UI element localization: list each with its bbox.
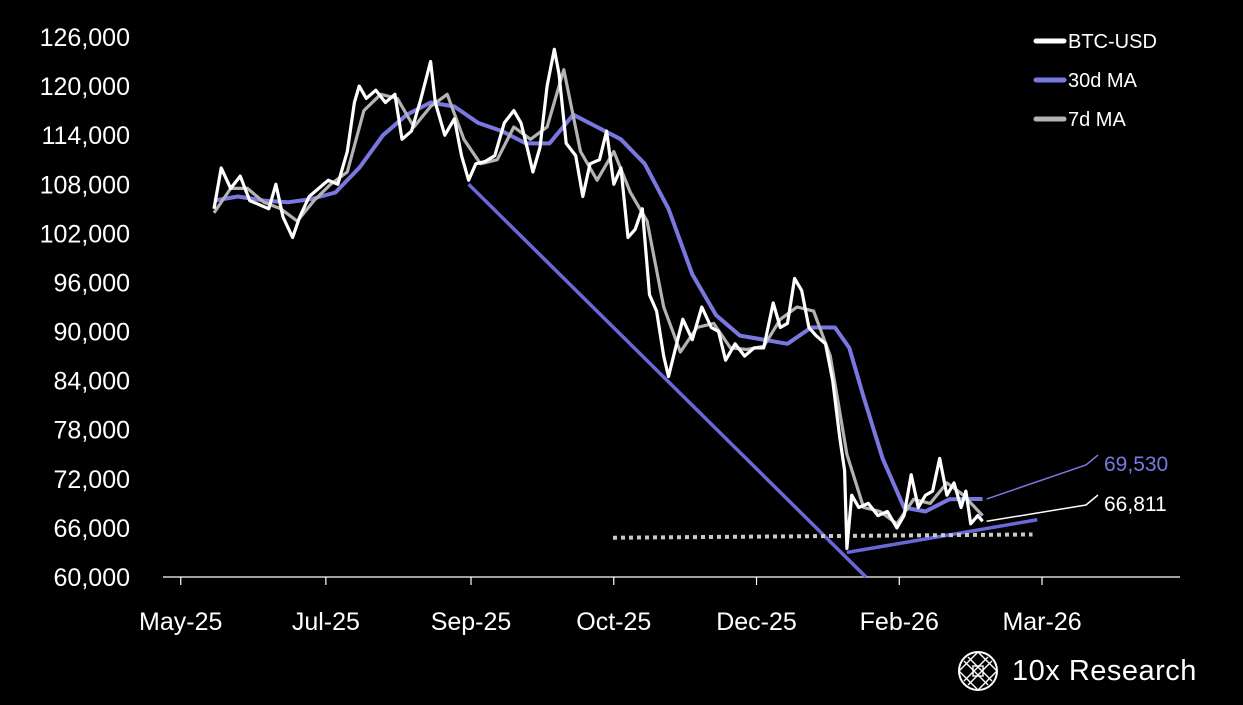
y-tick-label: 120,000 — [40, 73, 130, 101]
x-tick-label: Jul-25 — [292, 608, 360, 636]
legend-label: 7d MA — [1068, 109, 1126, 131]
trendline-1 — [467, 183, 868, 579]
series-line-btc-usd — [212, 47, 984, 550]
annotation-label: 66,811 — [1104, 493, 1167, 516]
legend-label: 30d MA — [1068, 70, 1138, 92]
value-annotations: 69,530 66,811 — [986, 453, 1168, 523]
annotation-leader — [986, 494, 1099, 523]
x-tick-label: May-25 — [139, 608, 222, 636]
x-axis: May-25 Jul-25 Sep-25 Oct-25 Dec-25 Feb-26 Mar-… — [139, 576, 1180, 636]
x-tick-label: Mar-26 — [1002, 608, 1081, 636]
y-tick-label: 102,000 — [40, 220, 130, 248]
legend-label: BTC-USD — [1068, 31, 1157, 53]
10x-logo-icon — [958, 651, 998, 691]
y-tick-label: 60,000 — [54, 564, 130, 592]
y-tick-label: 66,000 — [54, 515, 130, 543]
series-line-30d-ma — [213, 100, 983, 514]
x-tick-label: Oct-25 — [576, 608, 651, 636]
brand-name: 10x Research — [1012, 654, 1197, 687]
plot-area — [212, 47, 984, 550]
x-tick-label: Feb-26 — [860, 608, 939, 636]
y-tick-label: 78,000 — [54, 417, 130, 445]
legend: BTC-USD 30d MA 7d MA — [1033, 31, 1157, 131]
y-tick-label: 90,000 — [54, 319, 130, 347]
y-tick-label: 96,000 — [54, 269, 130, 297]
y-tick-label: 84,000 — [54, 368, 130, 396]
annotation-leader — [986, 454, 1099, 500]
support-dotted-line — [612, 532, 1033, 540]
trendlines — [467, 183, 1038, 579]
y-tick-label: 114,000 — [41, 122, 130, 150]
y-tick-label: 126,000 — [40, 24, 130, 52]
y-axis: 60,000 66,000 72,000 78,000 84,000 90,000 96,0… — [40, 24, 130, 592]
series-line-7d-ma — [212, 68, 984, 526]
brand: 10x Research — [956, 648, 1197, 694]
x-tick-label: Sep-25 — [431, 608, 512, 636]
annotation-label: 69,530 — [1104, 453, 1168, 476]
y-tick-label: 108,000 — [40, 171, 130, 199]
x-tick-label: Dec-25 — [716, 608, 797, 636]
y-tick-label: 72,000 — [54, 466, 130, 494]
